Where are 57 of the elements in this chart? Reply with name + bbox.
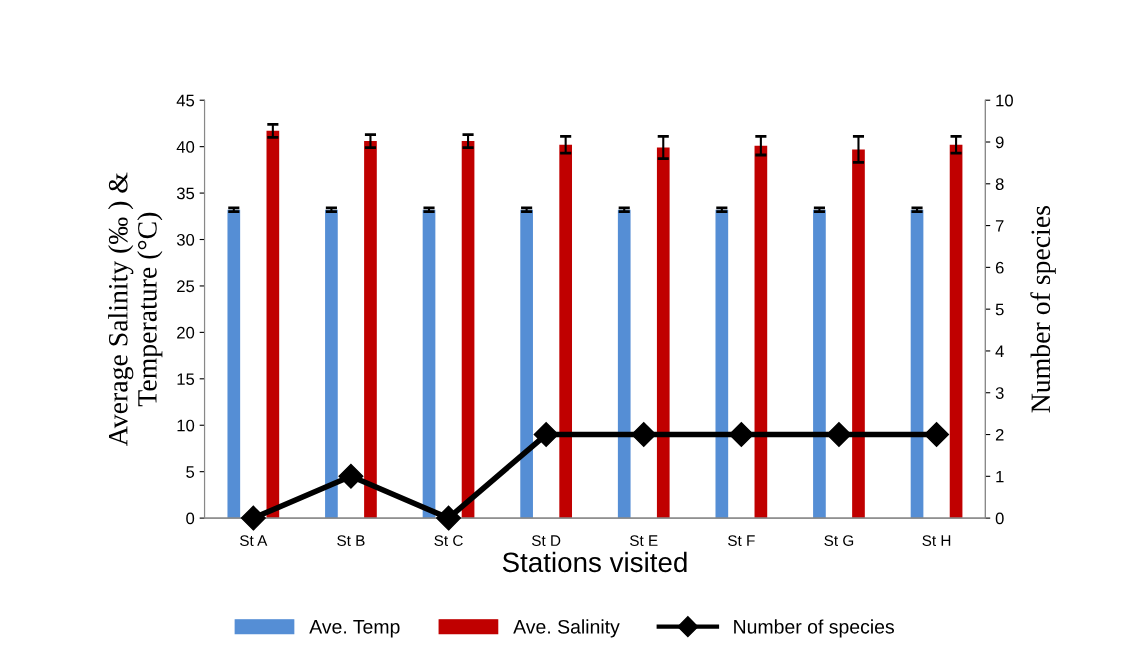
point [533, 422, 559, 448]
bar [852, 149, 865, 519]
x-tick-label: St C [434, 535, 463, 546]
bar [559, 144, 573, 519]
y2-tick-label: 4 [995, 345, 1004, 357]
y2-tick-label: 1 [996, 470, 1004, 483]
x-tick-label: St B [337, 535, 365, 546]
bar [266, 130, 280, 519]
y-tick-label: 45 [176, 94, 195, 107]
x-tick-label: St D [531, 535, 561, 546]
y-tick-label: 35 [176, 187, 195, 200]
point [436, 505, 462, 531]
bar [227, 209, 241, 519]
y-tick-label: 0 [186, 512, 195, 525]
y-tick-label: 15 [177, 373, 195, 386]
y-tick-label: 25 [177, 280, 195, 293]
x-tick-label: St G [824, 535, 854, 546]
x-axis-title: Stations visited [502, 551, 687, 573]
y2-tick-label: 5 [995, 303, 1004, 316]
y2-tick-label: 2 [995, 428, 1004, 441]
y2-axis-title: Number of species [1030, 206, 1056, 413]
y2-tick-label: 10 [996, 94, 1013, 107]
bar [617, 209, 631, 519]
point [631, 422, 657, 448]
bar [364, 141, 377, 519]
y-tick-label: 5 [186, 466, 195, 478]
bar [715, 209, 729, 519]
bar [325, 209, 338, 519]
y-tick-label: 10 [177, 419, 195, 432]
y2-tick-label: 6 [995, 261, 1004, 274]
y-tick-label: 30 [176, 233, 195, 246]
point [826, 422, 852, 448]
y2-tick-label: 3 [995, 387, 1004, 399]
y-axis-title: Average Salinity (‰ ) & Temperature (°C) [108, 172, 163, 446]
point [728, 422, 754, 448]
y2-tick-label: 9 [995, 136, 1004, 149]
bar [754, 145, 768, 519]
point [924, 422, 950, 448]
y2-tick-label: 0 [995, 512, 1004, 525]
bar [461, 141, 475, 519]
y-tick-label: 40 [176, 141, 195, 153]
point [338, 463, 364, 489]
x-tick-label: St H [922, 535, 951, 546]
x-tick-label: St F [728, 535, 755, 546]
x-tick-label: St E [630, 535, 658, 546]
bar [656, 147, 670, 519]
bar [520, 209, 533, 519]
legend-label: Ave. Salinity [513, 619, 620, 638]
y-tick-label: 20 [177, 326, 195, 339]
point [240, 505, 266, 531]
x-tick-label: St A [240, 535, 268, 546]
bar [813, 209, 826, 519]
y2-tick-label: 8 [995, 178, 1004, 190]
legend-label: Ave. Temp [309, 620, 400, 638]
legend-label: Number of species [734, 619, 894, 638]
bar [949, 144, 963, 519]
y2-tick-label: 7 [995, 220, 1004, 232]
